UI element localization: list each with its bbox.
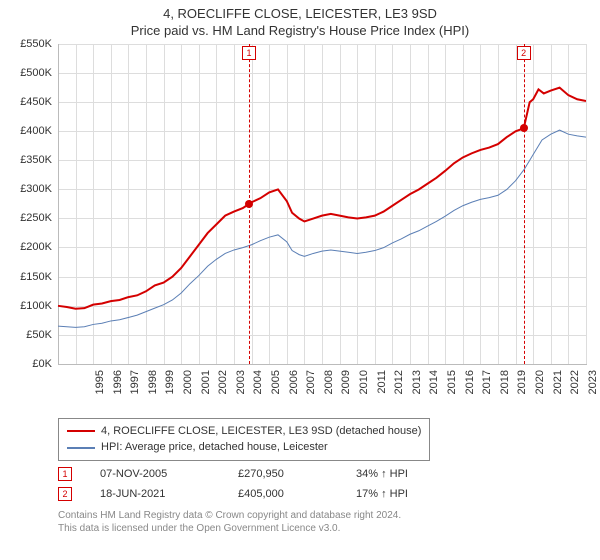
- y-tick: £450K: [10, 96, 52, 108]
- legend-item: 4, ROECLIFFE CLOSE, LEICESTER, LE3 9SD (…: [67, 423, 421, 440]
- y-tick: £500K: [10, 67, 52, 79]
- sale-row: 2 18-JUN-2021 £405,000 17% ↑ HPI: [58, 487, 590, 501]
- x-tick: 2013: [411, 370, 423, 410]
- y-tick: £100K: [10, 300, 52, 312]
- x-tick: 2010: [358, 370, 370, 410]
- sale-point: [245, 200, 253, 208]
- x-tick: 2001: [200, 370, 212, 410]
- sale-pct: 34% ↑ HPI: [356, 468, 408, 480]
- sale-price: £270,950: [238, 468, 328, 480]
- x-tick: 2011: [376, 370, 388, 410]
- x-tick: 2002: [217, 370, 229, 410]
- legend: 4, ROECLIFFE CLOSE, LEICESTER, LE3 9SD (…: [58, 418, 430, 461]
- footer-line-1: Contains HM Land Registry data © Crown c…: [58, 509, 590, 522]
- legend-swatch: [67, 447, 95, 449]
- footer: Contains HM Land Registry data © Crown c…: [58, 509, 590, 535]
- x-tick: 2007: [305, 370, 317, 410]
- legend-label: 4, ROECLIFFE CLOSE, LEICESTER, LE3 9SD (…: [101, 423, 421, 440]
- x-tick: 2004: [252, 370, 264, 410]
- x-tick: 2012: [393, 370, 405, 410]
- x-tick: 2006: [288, 370, 300, 410]
- x-tick: 2021: [552, 370, 564, 410]
- sale-row-marker: 2: [58, 487, 72, 501]
- x-tick: 2008: [323, 370, 335, 410]
- sale-point: [520, 124, 528, 132]
- x-tick: 1997: [129, 370, 141, 410]
- y-tick: £350K: [10, 154, 52, 166]
- x-tick: 2000: [182, 370, 194, 410]
- y-tick: £150K: [10, 271, 52, 283]
- price-chart: £0K £50K £100K £150K £200K £250K £300K £350K £40…: [10, 44, 590, 412]
- sale-row: 1 07-NOV-2005 £270,950 34% ↑ HPI: [58, 467, 590, 481]
- x-tick: 1995: [94, 370, 106, 410]
- sale-marker-2: 2: [517, 46, 531, 60]
- footer-line-2: This data is licensed under the Open Gov…: [58, 522, 590, 535]
- x-tick: 1999: [164, 370, 176, 410]
- y-tick: £300K: [10, 183, 52, 195]
- x-tick: 2018: [499, 370, 511, 410]
- x-tick: 2015: [446, 370, 458, 410]
- x-tick: 2022: [569, 370, 581, 410]
- sale-marker-1: 1: [242, 46, 256, 60]
- sale-price: £405,000: [238, 488, 328, 500]
- x-tick: 2020: [534, 370, 546, 410]
- y-tick: £550K: [10, 38, 52, 50]
- y-tick: £400K: [10, 125, 52, 137]
- y-tick: £0K: [10, 358, 52, 370]
- x-tick: 2003: [235, 370, 247, 410]
- x-tick: 2005: [270, 370, 282, 410]
- sale-date: 18-JUN-2021: [100, 488, 210, 500]
- x-tick: 2016: [464, 370, 476, 410]
- title-line-1: 4, ROECLIFFE CLOSE, LEICESTER, LE3 9SD: [10, 6, 590, 23]
- x-tick: 1998: [147, 370, 159, 410]
- x-tick: 2009: [340, 370, 352, 410]
- x-tick: 1996: [112, 370, 124, 410]
- legend-label: HPI: Average price, detached house, Leic…: [101, 439, 328, 456]
- x-tick: 2023: [587, 370, 599, 410]
- sale-pct: 17% ↑ HPI: [356, 488, 408, 500]
- x-tick: 2014: [428, 370, 440, 410]
- title-line-2: Price paid vs. HM Land Registry's House …: [10, 23, 590, 40]
- legend-swatch: [67, 430, 95, 432]
- y-tick: £250K: [10, 212, 52, 224]
- x-tick: 2017: [481, 370, 493, 410]
- page-title: 4, ROECLIFFE CLOSE, LEICESTER, LE3 9SD P…: [10, 6, 590, 40]
- legend-item: HPI: Average price, detached house, Leic…: [67, 439, 421, 456]
- y-tick: £200K: [10, 241, 52, 253]
- sale-row-marker: 1: [58, 467, 72, 481]
- sale-date: 07-NOV-2005: [100, 468, 210, 480]
- x-tick: 2019: [516, 370, 528, 410]
- y-tick: £50K: [10, 329, 52, 341]
